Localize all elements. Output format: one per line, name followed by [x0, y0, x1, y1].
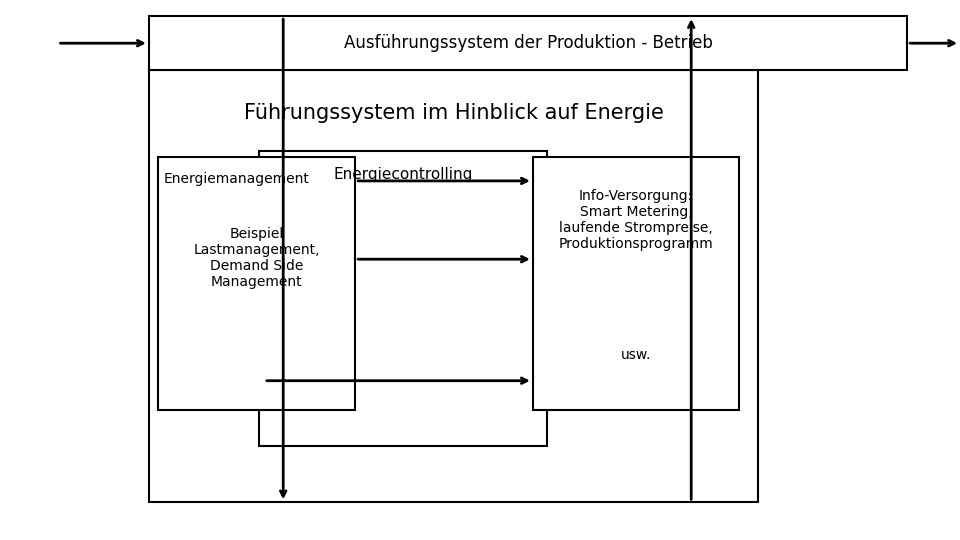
Text: Führungssystem im Hinblick auf Energie: Führungssystem im Hinblick auf Energie	[244, 103, 663, 124]
Text: usw.: usw.	[621, 348, 651, 362]
Text: Ausführungssystem der Produktion - Betrieb: Ausführungssystem der Produktion - Betri…	[344, 34, 712, 52]
Bar	[158, 157, 355, 410]
Text: Info-Versorgung:
Smart Metering,
laufende Strompreise,
Produktionsprogramm: Info-Versorgung: Smart Metering, laufend…	[559, 189, 713, 251]
Text: Energiemanagement: Energiemanagement	[163, 172, 309, 186]
Text: Beispiel
Lastmanagement,
Demand Side
Management: Beispiel Lastmanagement, Demand Side Man…	[194, 227, 320, 289]
Bar	[149, 70, 758, 502]
Bar	[149, 16, 907, 70]
Bar	[259, 151, 547, 446]
Text: Energiecontrolling: Energiecontrolling	[333, 167, 473, 182]
Bar	[533, 157, 739, 410]
